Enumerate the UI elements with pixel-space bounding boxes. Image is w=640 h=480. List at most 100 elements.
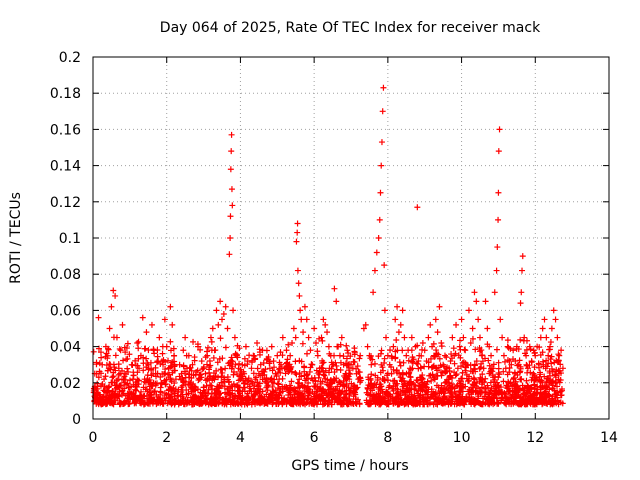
data-point <box>305 334 312 341</box>
data-point <box>270 358 277 365</box>
data-point <box>376 216 383 223</box>
data-point <box>198 358 205 365</box>
data-point <box>231 334 238 341</box>
data-point <box>132 383 139 390</box>
grid-layer <box>93 57 609 419</box>
data-point <box>255 370 262 377</box>
data-point <box>104 388 111 395</box>
data-point <box>318 334 325 341</box>
data-point <box>336 352 343 359</box>
data-point <box>252 376 259 383</box>
data-point <box>364 343 371 350</box>
data-point <box>381 262 388 269</box>
data-point <box>458 316 465 323</box>
data-point <box>434 329 441 336</box>
data-point <box>430 352 437 359</box>
data-point <box>390 343 397 350</box>
data-point <box>499 334 506 341</box>
y-tick-label: 0.2 <box>59 50 81 66</box>
x-tick-label: 6 <box>310 430 319 446</box>
data-point <box>139 314 146 321</box>
data-point <box>281 365 288 372</box>
data-point <box>473 298 480 305</box>
data-point <box>287 352 294 359</box>
data-point <box>395 329 402 336</box>
data-point <box>228 148 235 155</box>
data-point <box>416 352 423 359</box>
data-point <box>160 361 167 368</box>
data-point <box>519 267 526 274</box>
data-point <box>277 361 284 368</box>
data-point <box>204 352 211 359</box>
data-point <box>110 287 117 294</box>
data-point <box>115 365 122 372</box>
data-point <box>297 307 304 314</box>
data-point <box>454 365 461 372</box>
y-tick-label: 0.08 <box>50 267 81 283</box>
data-point <box>294 220 301 227</box>
data-point <box>156 334 163 341</box>
chart-title: Day 064 of 2025, Rate Of TEC Index for r… <box>160 20 541 36</box>
data-point <box>99 361 106 368</box>
data-point <box>406 365 413 372</box>
data-point <box>412 343 419 350</box>
data-point <box>440 361 447 368</box>
data-point <box>272 370 279 377</box>
data-point <box>397 321 404 328</box>
data-point <box>429 343 436 350</box>
data-point <box>154 358 161 365</box>
data-point <box>254 339 261 346</box>
data-point <box>95 314 102 321</box>
data-point <box>537 334 544 341</box>
x-tick-label: 8 <box>383 430 392 446</box>
data-point <box>504 343 511 350</box>
data-point <box>174 388 181 395</box>
data-point <box>227 235 234 241</box>
data-point <box>349 365 356 372</box>
data-point <box>235 365 242 372</box>
data-point <box>147 383 154 390</box>
data-point <box>300 329 307 336</box>
data-point <box>265 356 272 363</box>
data-point <box>250 352 257 359</box>
y-tick-label: 0.16 <box>50 122 81 138</box>
data-point <box>545 352 552 359</box>
data-point <box>493 267 500 274</box>
data-point <box>346 376 353 383</box>
data-point <box>202 370 209 377</box>
data-point <box>482 298 489 305</box>
data-point <box>379 108 386 115</box>
x-tick-label: 0 <box>89 430 98 446</box>
data-point <box>294 229 301 236</box>
data-point <box>324 329 331 336</box>
data-point <box>353 370 360 377</box>
data-point <box>172 376 179 383</box>
data-point <box>325 343 332 350</box>
data-point <box>143 329 150 336</box>
data-point <box>285 368 292 375</box>
data-point <box>384 352 391 359</box>
data-point <box>344 347 351 354</box>
data-point <box>445 376 452 383</box>
data-point <box>547 343 554 350</box>
data-point <box>242 343 249 350</box>
data-point <box>480 365 487 372</box>
y-tick-label: 0.18 <box>50 86 81 102</box>
data-point <box>187 379 194 386</box>
data-point <box>329 361 336 368</box>
data-point <box>456 343 463 350</box>
data-point <box>196 376 203 383</box>
data-point <box>117 347 124 354</box>
y-axis-label: ROTI / TECUs <box>8 192 24 284</box>
data-point <box>215 321 222 328</box>
data-point <box>517 300 524 307</box>
data-point <box>266 365 273 372</box>
data-point <box>559 365 566 372</box>
data-point <box>200 365 207 372</box>
data-point <box>370 289 377 296</box>
data-point <box>443 365 450 372</box>
y-tick-label: 0.12 <box>50 195 81 211</box>
data-point <box>558 347 565 354</box>
data-point <box>257 361 264 368</box>
data-point <box>161 316 168 323</box>
